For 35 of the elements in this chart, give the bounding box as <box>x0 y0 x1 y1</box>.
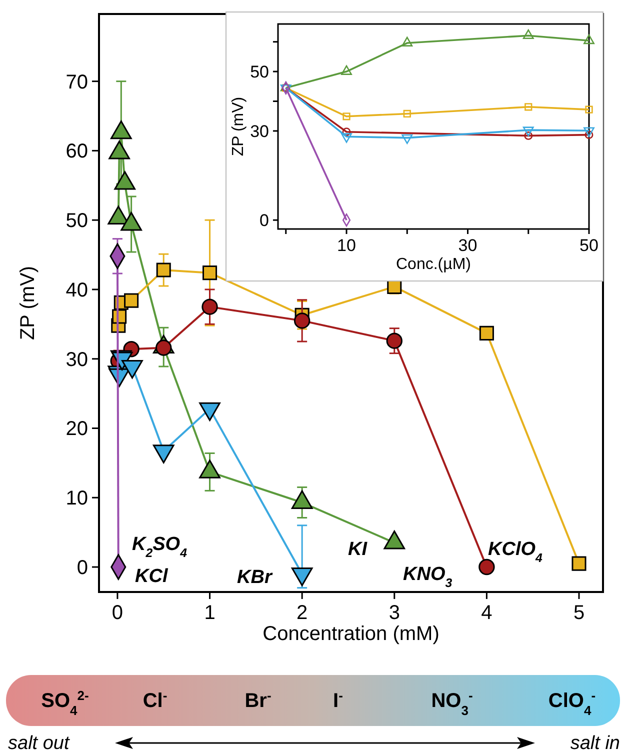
y-tick-label: 40 <box>66 279 88 302</box>
text: salt out <box>8 733 70 751</box>
annotation: KNO$_{3}$ <box>403 564 452 590</box>
x-tick-label: 0 <box>112 602 124 624</box>
y-axis-title: ZP (mV) <box>230 96 247 156</box>
x-axis-title: Concentration (mM) <box>262 623 440 645</box>
x-tick-label: 4 <box>481 602 492 624</box>
y-axis-title: ZP (mV) <box>17 266 39 340</box>
y-tick-label: 0 <box>260 211 269 230</box>
annotation: KI <box>348 539 368 560</box>
x-axis-title: Conc.(µM) <box>396 256 471 273</box>
x-tick-label: 50 <box>580 236 598 255</box>
y-tick-label: 70 <box>66 71 88 94</box>
y-tick-label: 30 <box>250 122 269 141</box>
text: salt in <box>570 733 620 751</box>
y-tick-label: 0 <box>76 557 88 580</box>
annotation: KClO$_{4}$ <box>488 539 542 565</box>
x-tick-label: 10 <box>337 236 356 255</box>
x-tick-label: 2 <box>296 602 308 624</box>
text: Cl$^{-}$ <box>142 688 168 712</box>
annotation: KBr <box>237 567 274 588</box>
x-tick-label: 30 <box>458 236 478 255</box>
annotation: KCl <box>135 566 168 587</box>
y-tick-label: 50 <box>66 210 88 232</box>
y-tick-label: 10 <box>66 488 88 510</box>
y-tick-label: 50 <box>250 62 269 82</box>
y-tick-label: 20 <box>66 418 88 440</box>
y-tick-label: 30 <box>66 348 88 371</box>
y-tick-label: 60 <box>66 140 88 163</box>
text: Br$^{-}$ <box>244 688 272 712</box>
x-tick-label: 3 <box>388 602 400 624</box>
x-tick-label: 5 <box>573 602 585 624</box>
text: I$^{-}$ <box>333 688 343 712</box>
x-tick-label: 1 <box>204 602 216 624</box>
annotation: K$_{2}$SO$_{4}$ <box>132 534 188 560</box>
